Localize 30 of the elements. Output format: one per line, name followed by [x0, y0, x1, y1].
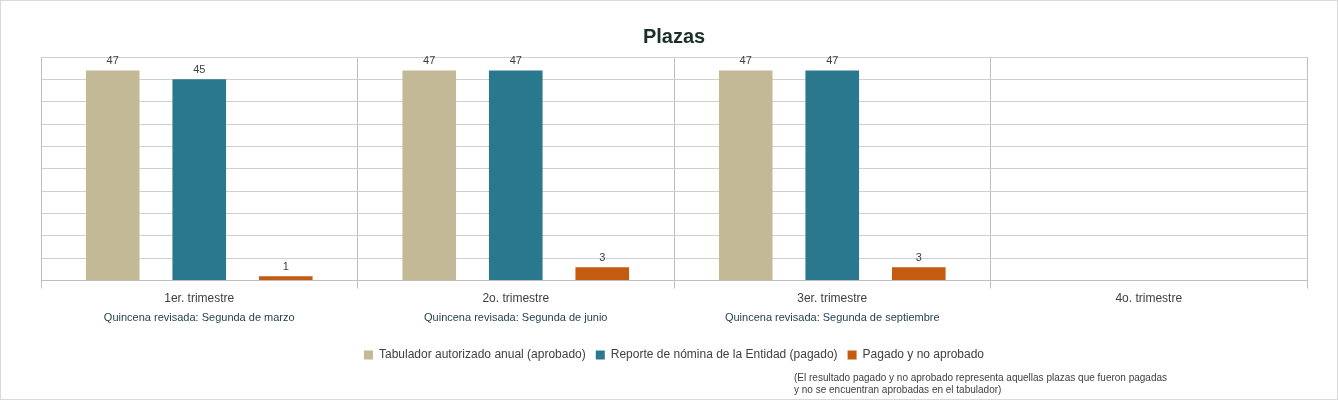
- bar: [172, 79, 227, 281]
- data-label: 47: [423, 53, 436, 66]
- legend-label: Tabulador autorizado anual (aprobado): [378, 347, 586, 362]
- text: Quincena revisada: Segunda de septiembre: [724, 311, 940, 324]
- bar: [718, 70, 773, 281]
- data-label: 45: [193, 62, 206, 75]
- bar: [805, 70, 860, 281]
- data-label: 47: [509, 53, 522, 66]
- x-tick-label: 1er. trimestre: [164, 291, 235, 306]
- legend-label: Reporte de nómina de la Entidad (pagado): [610, 347, 838, 362]
- text: Quincena revisada: Segunda de marzo: [103, 311, 295, 324]
- data-label: 1: [282, 259, 289, 272]
- x-tick-label: 3er. trimestre: [797, 291, 868, 306]
- data-label: 3: [599, 250, 606, 263]
- data-label: 3: [915, 250, 922, 263]
- x-tick-label: 4o. trimestre: [1115, 291, 1183, 306]
- chart-title: Plazas: [642, 24, 706, 47]
- data-label: 47: [739, 53, 752, 66]
- bar: [575, 267, 630, 281]
- data-label: 47: [106, 53, 119, 66]
- text: (El resultado pagado y no aprobado representa aquellas plazas que fueron pagadas y no se encuentran aprobadas en el tabulador): [794, 371, 1168, 395]
- text: Quincena revisada: Segunda de junio: [424, 311, 608, 324]
- x-tick-label: 2o. trimestre: [482, 291, 550, 306]
- bar: [258, 276, 313, 281]
- bar: [402, 70, 457, 281]
- bar: [85, 70, 140, 281]
- bar: [488, 70, 543, 281]
- bar: [891, 267, 946, 281]
- data-label: 47: [826, 53, 839, 66]
- legend-label: Pagado y no aprobado: [862, 347, 985, 362]
